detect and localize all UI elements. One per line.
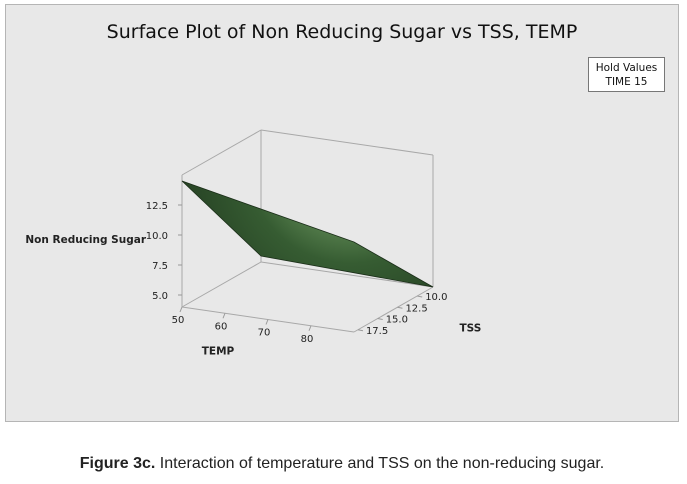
hold-values-title: Hold Values: [595, 62, 658, 74]
surface-patch: [181, 180, 434, 288]
z-tick-label: 12.5: [146, 201, 168, 212]
x-axis-label: TEMP: [202, 346, 235, 358]
x-tick: [308, 325, 312, 331]
x-tick: [179, 306, 183, 313]
x-tick-label: 80: [301, 334, 314, 345]
y-tick-label: 17.5: [366, 326, 388, 337]
figure-caption-text: Interaction of temperature and TSS on th…: [159, 455, 605, 472]
y-tick-label: 10.0: [425, 292, 447, 303]
y-tick: [397, 306, 403, 309]
y-tick: [377, 318, 383, 320]
x-tick: [222, 313, 226, 319]
y-axis-label: TSS: [460, 323, 482, 335]
y-tick: [357, 329, 364, 332]
plot-background: [5, 4, 679, 422]
x-tick: [265, 319, 269, 325]
x-tick-label: 60: [215, 321, 228, 332]
y-tick-label: 12.5: [405, 303, 427, 314]
figure-caption-label: Figure 3c.: [79, 455, 156, 472]
response-surface: [181, 180, 434, 288]
x-tick-label: 50: [172, 315, 185, 326]
z-tick-label: 5.0: [152, 291, 168, 302]
figure-caption: Figure 3c. Interaction of temperature an…: [0, 455, 684, 473]
y-tick-label: 15.0: [386, 315, 408, 326]
hold-values-box: Hold Values TIME 15: [588, 57, 665, 92]
x-tick-label: 70: [258, 328, 271, 339]
chart-title: Surface Plot of Non Reducing Sugar vs TS…: [106, 21, 578, 43]
z-tick-label: 10.0: [146, 231, 168, 242]
z-axis-label: Non Reducing Sugar: [25, 234, 146, 246]
z-tick-label: 7.5: [152, 261, 168, 272]
hold-value-time: TIME 15: [605, 76, 648, 88]
y-tick: [417, 295, 423, 298]
